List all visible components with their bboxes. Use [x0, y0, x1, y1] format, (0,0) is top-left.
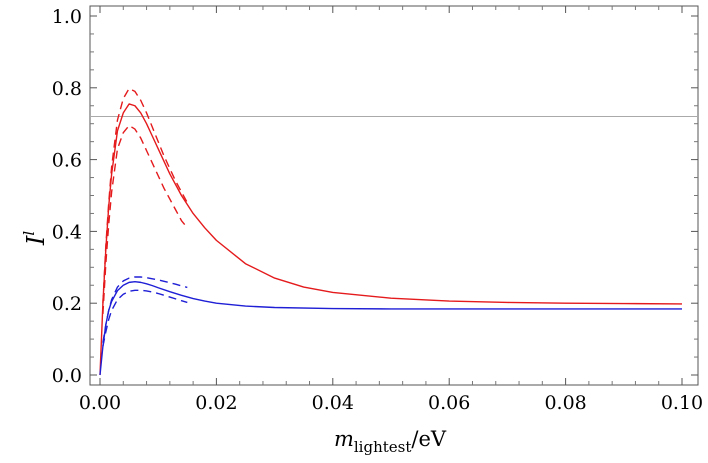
- ticks-group: [90, 6, 698, 385]
- x-tick-label: 0.08: [544, 392, 586, 414]
- x-axis-title-main: m: [334, 427, 354, 451]
- series-line-6: [102, 289, 188, 347]
- x-tick-label: 0.02: [195, 392, 237, 414]
- y-axis-title-sup: l: [20, 231, 38, 236]
- y-tick-label: 0.2: [52, 293, 82, 315]
- series-line-5: [102, 276, 188, 343]
- y-tick-label: 0.4: [52, 221, 82, 243]
- x-tick-label: 0.04: [312, 392, 354, 414]
- tick-labels-group: 0.00 0.02 0.04 0.06 0.08 0.10 0.0 0.2 0.4 0.6 0.8 1…: [52, 6, 703, 414]
- x-axis-title-sub: lightest: [354, 438, 412, 456]
- x-tick-label: 0.10: [661, 392, 703, 414]
- y-axis-title: Il: [20, 231, 50, 246]
- x-tick-label: 0.00: [79, 392, 121, 414]
- y-tick-label: 0.6: [52, 150, 82, 172]
- y-tick-label: 1.0: [52, 6, 82, 28]
- y-axis-title-main: I: [22, 235, 50, 246]
- y-tick-label: 0.0: [52, 365, 82, 387]
- series-group: [99, 87, 683, 376]
- x-tick-label: 0.06: [428, 392, 470, 414]
- series-line-3: [102, 124, 188, 315]
- series-line-4: [99, 280, 682, 376]
- y-tick-label: 0.8: [52, 78, 82, 100]
- x-axis-title: mlightest/eV: [334, 427, 447, 456]
- series-line-2: [102, 87, 188, 304]
- series-line-1: [99, 103, 683, 376]
- x-axis-title-tail: /eV: [411, 427, 447, 451]
